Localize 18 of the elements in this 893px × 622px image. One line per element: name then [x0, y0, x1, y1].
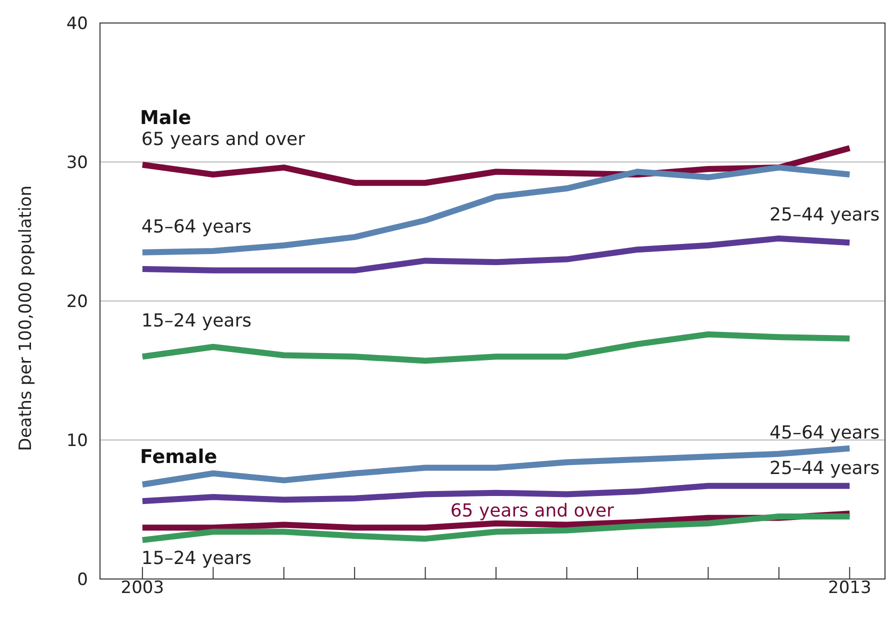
series-label: 15–24 years — [141, 548, 252, 570]
annotation: Male — [140, 107, 192, 129]
y-tick-label: 40 — [66, 14, 88, 34]
series-label: 65 years and over — [450, 500, 615, 522]
series-label: 25–44 years — [770, 204, 880, 226]
y-tick-label: 0 — [77, 570, 88, 590]
series-label: 65 years and over — [141, 128, 306, 150]
y-axis-title: Deaths per 100,000 population — [16, 186, 36, 451]
y-tick-label: 20 — [66, 292, 88, 312]
x-tick-label: 2003 — [120, 578, 164, 598]
series-label: 45–64 years — [141, 216, 252, 238]
annotation: Female — [140, 446, 218, 468]
series-label: 15–24 years — [141, 310, 252, 332]
y-tick-label: 10 — [66, 431, 88, 452]
series-label: 25–44 years — [770, 458, 880, 479]
y-tick-label: 30 — [66, 153, 88, 174]
x-tick-label: 2013 — [828, 578, 872, 598]
series-label: 45–64 years — [770, 422, 880, 444]
